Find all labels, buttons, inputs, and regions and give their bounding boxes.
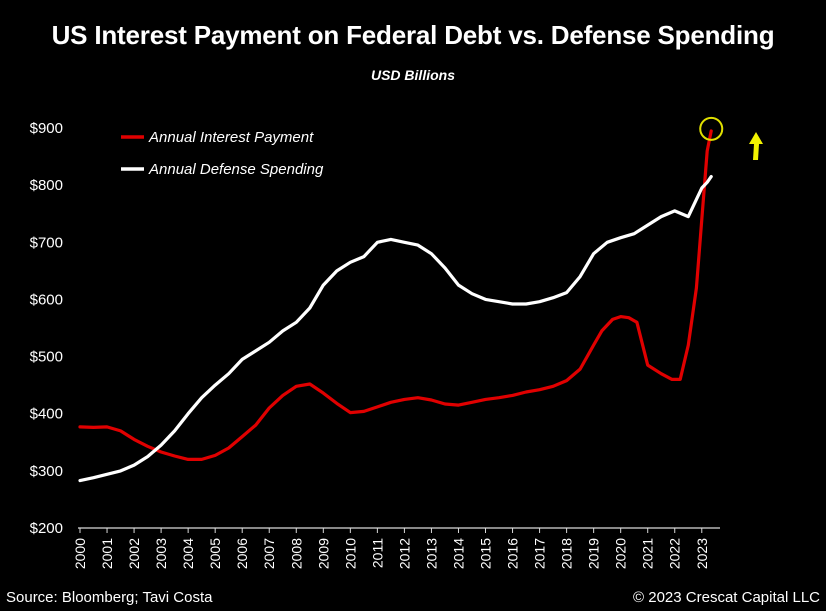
x-tick-label: 2016 bbox=[505, 538, 521, 569]
legend-label: Annual Defense Spending bbox=[148, 161, 324, 178]
x-tick-label: 2015 bbox=[478, 538, 494, 569]
x-tick-label: 2019 bbox=[586, 538, 602, 569]
x-tick-label: 2007 bbox=[261, 538, 277, 569]
highlight-circle bbox=[699, 116, 724, 141]
chart-subtitle: USD Billions bbox=[370, 67, 455, 83]
chart-title: US Interest Payment on Federal Debt vs. … bbox=[51, 20, 775, 50]
arrow-up-icon bbox=[749, 132, 763, 160]
x-tick-label: 2017 bbox=[532, 538, 548, 569]
y-tick-label: $200 bbox=[30, 520, 63, 537]
series-line-interest-payment bbox=[78, 129, 713, 461]
legend-label: Annual Interest Payment bbox=[148, 129, 314, 146]
x-tick-label: 2003 bbox=[153, 538, 169, 569]
x-tick-label: 2018 bbox=[559, 538, 575, 569]
x-tick-label: 2005 bbox=[207, 538, 223, 569]
chart-annotations bbox=[699, 116, 763, 160]
x-tick-label: 2002 bbox=[126, 538, 142, 569]
y-axis: $200 $300 $400 $500 $600 $700 $800 $900 bbox=[30, 120, 63, 537]
x-tick-label: 2001 bbox=[99, 538, 115, 569]
x-tick-label: 2020 bbox=[613, 538, 629, 569]
y-tick-label: $600 bbox=[30, 291, 63, 308]
x-tick-label: 2006 bbox=[234, 538, 250, 569]
y-tick-label: $900 bbox=[30, 120, 63, 137]
y-tick-label: $500 bbox=[30, 349, 63, 366]
x-tick-label: 2012 bbox=[396, 538, 412, 569]
source-note: Source: Bloomberg; Tavi Costa bbox=[6, 589, 213, 606]
x-tick-label: 2023 bbox=[694, 538, 710, 569]
x-tick-label: 2008 bbox=[288, 538, 304, 569]
x-tick-label: 2004 bbox=[180, 538, 196, 569]
copyright-note: © 2023 Crescat Capital LLC bbox=[633, 589, 820, 606]
x-tick-label: 2011 bbox=[369, 538, 385, 568]
y-tick-label: $700 bbox=[30, 234, 63, 251]
x-tick-label: 2014 bbox=[450, 538, 466, 569]
x-tick-label: 2021 bbox=[640, 538, 656, 569]
x-tick-label: 2010 bbox=[342, 538, 358, 569]
series-line-defense-spending bbox=[78, 175, 713, 483]
x-tick-label: 2022 bbox=[667, 538, 683, 569]
x-tick-label: 2013 bbox=[423, 538, 439, 569]
chart-legend: Annual Interest Payment Annual Defense Sp… bbox=[121, 129, 324, 178]
chart-series bbox=[78, 129, 713, 483]
y-tick-label: $300 bbox=[30, 463, 63, 480]
y-tick-label: $800 bbox=[30, 177, 63, 194]
y-tick-label: $400 bbox=[30, 406, 63, 423]
x-tick-label: 2009 bbox=[315, 538, 331, 569]
x-axis: 2000 2001 2002 2003 2004 2005 2006 2007 2008 2009… bbox=[72, 527, 720, 569]
x-tick-label: 2000 bbox=[72, 538, 88, 569]
